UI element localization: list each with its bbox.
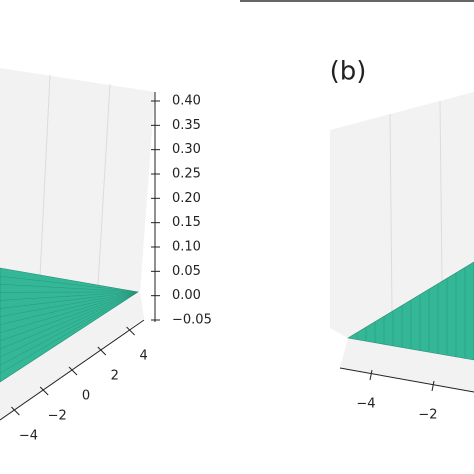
z-tick-label: 0.10 — [172, 240, 201, 255]
y-tick — [11, 406, 20, 416]
surface-mesh — [0, 291, 139, 374]
x-tick — [369, 369, 373, 381]
surface-mesh — [0, 284, 139, 293]
z-tick-label: 0.40 — [172, 94, 201, 109]
pane-grid — [389, 113, 393, 313]
surface-mesh — [0, 291, 139, 325]
z-tick-label: 0.35 — [172, 118, 201, 133]
z-tick-label: 0.05 — [172, 264, 201, 279]
x-axis — [339, 367, 474, 393]
surface-mesh — [0, 291, 139, 366]
surface-mesh — [0, 291, 139, 301]
y-tick — [68, 366, 78, 376]
x-tick-label: −2 — [418, 408, 437, 423]
pane-grid — [439, 100, 443, 283]
back-pane — [330, 92, 474, 338]
panel-b: (b) — [330, 57, 474, 393]
y-tick-label: −2 — [48, 409, 67, 424]
surface — [0, 267, 139, 383]
x-tick-label: −4 — [356, 397, 375, 412]
y-tick — [126, 326, 135, 336]
y-tick-label: 0 — [82, 389, 90, 404]
surface-mesh — [0, 291, 139, 333]
z-tick-label: −0.05 — [172, 313, 212, 328]
floor-pane — [0, 292, 144, 420]
y-tick — [97, 346, 107, 356]
panel-label: (b) — [330, 57, 367, 87]
pane-grid — [97, 83, 111, 287]
surface-mesh — [0, 291, 139, 309]
surface-mesh — [0, 291, 139, 317]
z-tick-label: 0.20 — [172, 191, 201, 206]
z-tick-label: 0.25 — [172, 167, 201, 182]
surface-mesh — [0, 291, 139, 358]
y-tick-label: 4 — [139, 349, 147, 364]
y-tick — [39, 386, 49, 396]
pane-grid — [39, 74, 51, 278]
back-pane — [0, 68, 155, 292]
panel-a — [0, 68, 156, 421]
surface-mesh — [0, 291, 139, 342]
x-tick — [431, 380, 435, 392]
z-tick-label: 0.15 — [172, 215, 201, 230]
surface-mesh — [0, 275, 139, 293]
z-tick-label: 0.30 — [172, 142, 201, 157]
y-tick-label: −4 — [19, 429, 38, 444]
surface-mesh — [0, 291, 139, 350]
y-tick-label: 2 — [111, 369, 119, 384]
z-tick-label: 0.00 — [172, 288, 201, 303]
floor-pane — [340, 338, 474, 392]
